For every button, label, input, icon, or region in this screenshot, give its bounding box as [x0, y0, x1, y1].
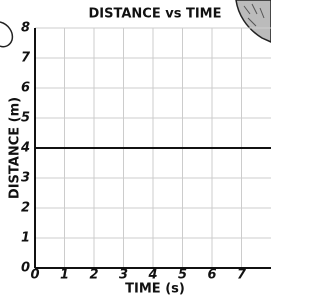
y-tick-label: 2 [21, 201, 30, 216]
decoration-hand [0, 22, 12, 47]
x-tick-label: 7 [237, 268, 247, 283]
x-axis-label: TIME (s) [125, 282, 185, 297]
x-tick-label: 2 [89, 268, 98, 283]
x-tick-label: 5 [178, 268, 187, 283]
x-tick-label: 3 [119, 268, 128, 283]
chart: DISTANCE vs TIME TIME (s) DISTANCE (m) 0… [0, 0, 271, 299]
y-tick-label: 6 [21, 81, 30, 96]
y-tick-label: 0 [21, 261, 30, 276]
x-tick-label: 1 [60, 268, 69, 283]
y-tick-label: 5 [21, 111, 30, 126]
chart-title: DISTANCE vs TIME [89, 7, 222, 22]
y-tick-label: 7 [21, 51, 31, 66]
y-tick-label: 4 [20, 141, 30, 156]
x-tick-label: 0 [30, 268, 39, 283]
y-tick-label: 1 [21, 231, 30, 246]
y-tick-label: 8 [21, 21, 30, 36]
x-tick-label: 4 [147, 268, 157, 283]
x-tick-label: 6 [207, 268, 216, 283]
y-tick-label: 3 [21, 171, 30, 186]
